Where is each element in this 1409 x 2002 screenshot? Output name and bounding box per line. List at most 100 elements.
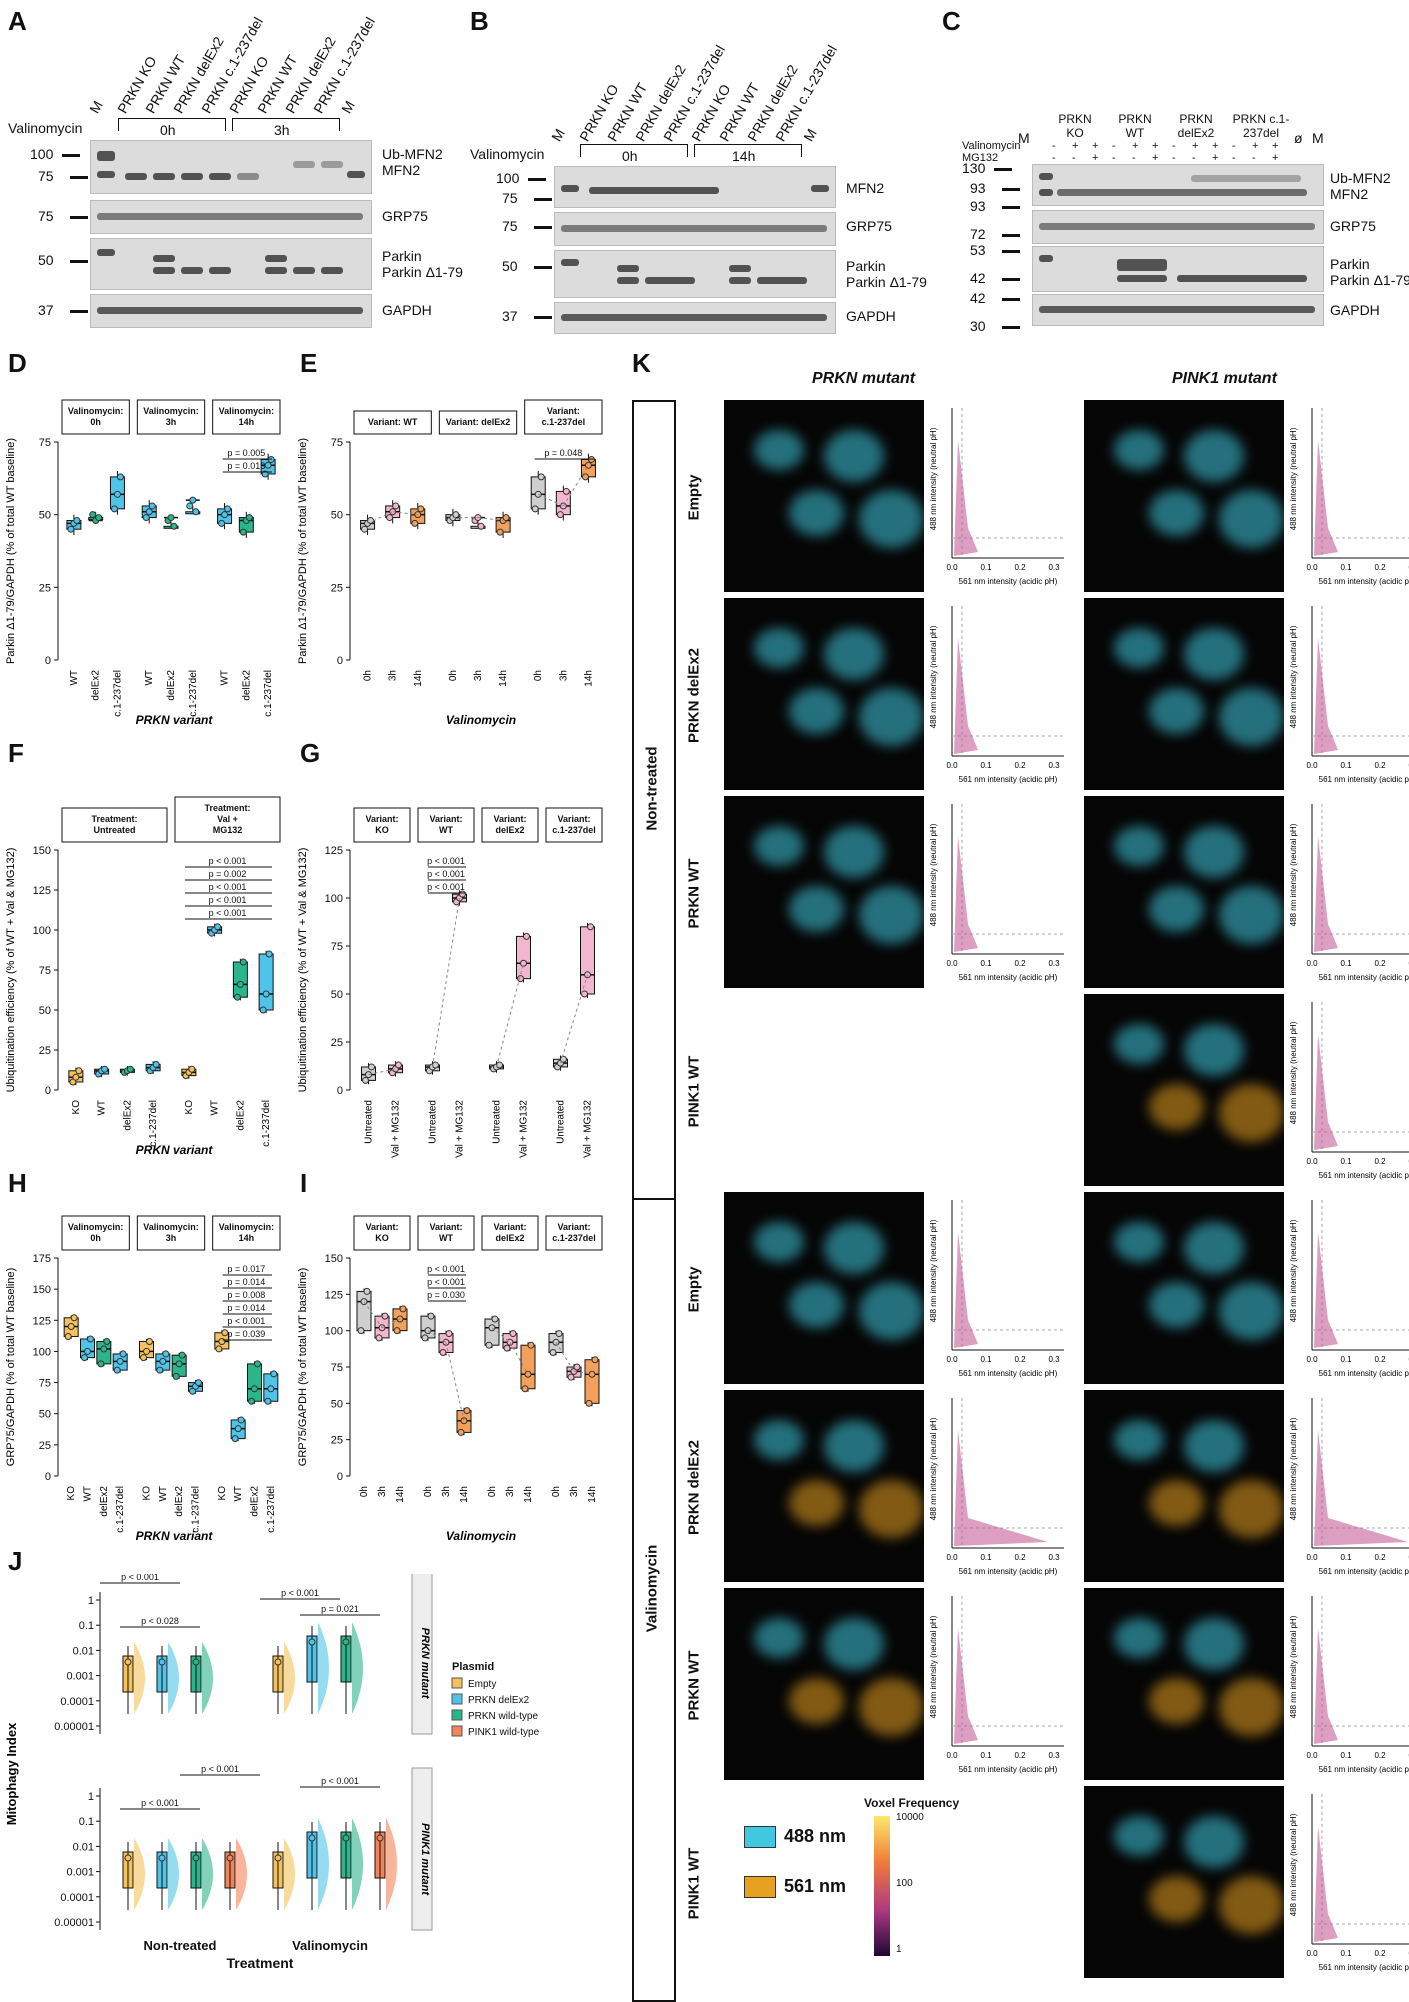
y-tick-label: 0.01 [73, 1645, 94, 1657]
data-point [452, 511, 460, 519]
sign-mg: - [1132, 152, 1136, 164]
violin [318, 1818, 329, 1910]
data-point [555, 1330, 563, 1338]
data-point [142, 514, 150, 522]
band-label: MFN2 [1330, 186, 1369, 202]
mw-marker: 42 [970, 290, 1019, 306]
data-point [264, 461, 272, 469]
blot-mfn2 [554, 166, 836, 208]
density-cloud [954, 638, 978, 754]
y-axis-label: Parkin Δ1-79/GAPDH (% of total WT baseli… [5, 438, 17, 664]
microscopy-image [1084, 796, 1284, 988]
strip [411, 1767, 433, 1931]
y-tick-label: 50 [39, 1409, 51, 1421]
x-axis-label: 561 nm intensity (acidic pH) [1319, 973, 1409, 982]
data-point [152, 1060, 160, 1068]
column-header: PINK1 mutant [1172, 370, 1277, 387]
x-axis-label: 561 nm intensity (acidic pH) [959, 1567, 1058, 1576]
x-tick-label: 14h [587, 1486, 598, 1503]
facet-strip [174, 796, 281, 843]
facet-strip [61, 807, 168, 843]
data-point [523, 932, 530, 940]
data-point [399, 1305, 407, 1313]
data-point [531, 505, 539, 513]
data-point [64, 1332, 72, 1340]
paired-line [367, 511, 393, 524]
paired-line [496, 963, 524, 1068]
row-label: PRKN delEx2 [685, 1439, 703, 1536]
x-tick-label: 0.2 [1014, 1751, 1026, 1760]
data-point [188, 1065, 196, 1073]
legend-swatch [744, 1876, 776, 1898]
data-point [520, 959, 527, 967]
data-point [265, 950, 273, 958]
panel-letter-g: G [300, 738, 321, 768]
y-tick-label: 25 [331, 1435, 343, 1447]
microscopy-image [724, 1588, 924, 1780]
y-axis-label: 488 nm intensity (neutral pH) [929, 1417, 938, 1520]
blot-gapdh [1032, 294, 1324, 326]
mw-marker: 130 [962, 160, 1013, 176]
box [232, 961, 248, 998]
legend-entry: 488 nm [784, 1826, 847, 1846]
data-point [231, 1435, 239, 1443]
violin [168, 1642, 179, 1714]
group-bracket [232, 118, 340, 131]
paired-line [509, 1342, 529, 1375]
colorbar-title: Voxel Frequency [864, 1796, 960, 1810]
y-axis-label: 488 nm intensity (neutral pH) [929, 1219, 938, 1322]
sign-mg: - [1072, 152, 1076, 164]
data-point [158, 1854, 166, 1862]
p-value: p < 0.001 [427, 1277, 465, 1287]
data-point [192, 508, 200, 516]
x-tick-label: 0h [423, 1486, 434, 1497]
density-cloud [1314, 836, 1338, 952]
x-tick-label: delEx2 [91, 670, 102, 701]
violin [202, 1642, 213, 1714]
data-point [221, 511, 229, 519]
chart-i: GRP75/GAPDH (% of total WT baseline) 0 25 5… [297, 1215, 603, 1543]
data-point [585, 1399, 593, 1407]
data-point [103, 1337, 111, 1345]
microscopy-image [1084, 400, 1284, 592]
lane-label: PRKN delEx2 [1177, 112, 1215, 140]
sign-mg: + [1212, 152, 1219, 164]
violin [134, 1838, 145, 1910]
data-point [386, 514, 394, 522]
paired-line [562, 464, 589, 507]
x-tick-label: WT [144, 670, 155, 686]
data-point [573, 1363, 581, 1371]
x-tick-label: 0.2 [1374, 1751, 1386, 1760]
facet-label: delEx2 [495, 825, 524, 835]
data-point [381, 1312, 389, 1320]
facet-strip [61, 1215, 130, 1251]
y-tick-label: 0 [45, 655, 51, 667]
x-tick-label: WT [233, 1486, 244, 1502]
data-point [116, 1357, 124, 1365]
density-cloud [1314, 638, 1338, 754]
p-value: p = 0.039 [227, 1329, 265, 1339]
x-tick-label: 0.0 [946, 563, 958, 572]
data-point [113, 1366, 121, 1374]
y-axis-label: 488 nm intensity (neutral pH) [929, 427, 938, 530]
y-axis-label: 488 nm intensity (neutral pH) [1289, 625, 1298, 728]
x-tick-label: 0.1 [980, 959, 992, 968]
data-point [101, 1065, 109, 1073]
x-tick-label: Untreated [556, 1100, 567, 1144]
data-point [67, 525, 75, 533]
x-tick-label: 0.2 [1374, 1949, 1386, 1958]
x-axis-label: 561 nm intensity (acidic pH) [1319, 1369, 1409, 1378]
sign-val: + [1072, 140, 1079, 152]
paired-line [477, 517, 504, 521]
legend-entry: Empty [468, 1679, 496, 1690]
paired-line [491, 1327, 511, 1343]
p-value: p < 0.001 [427, 1264, 465, 1274]
x-tick-label: 0.2 [1014, 959, 1026, 968]
x-axis-label: 561 nm intensity (acidic pH) [1319, 775, 1409, 784]
data-point [189, 496, 197, 504]
facet-strip [417, 807, 475, 843]
